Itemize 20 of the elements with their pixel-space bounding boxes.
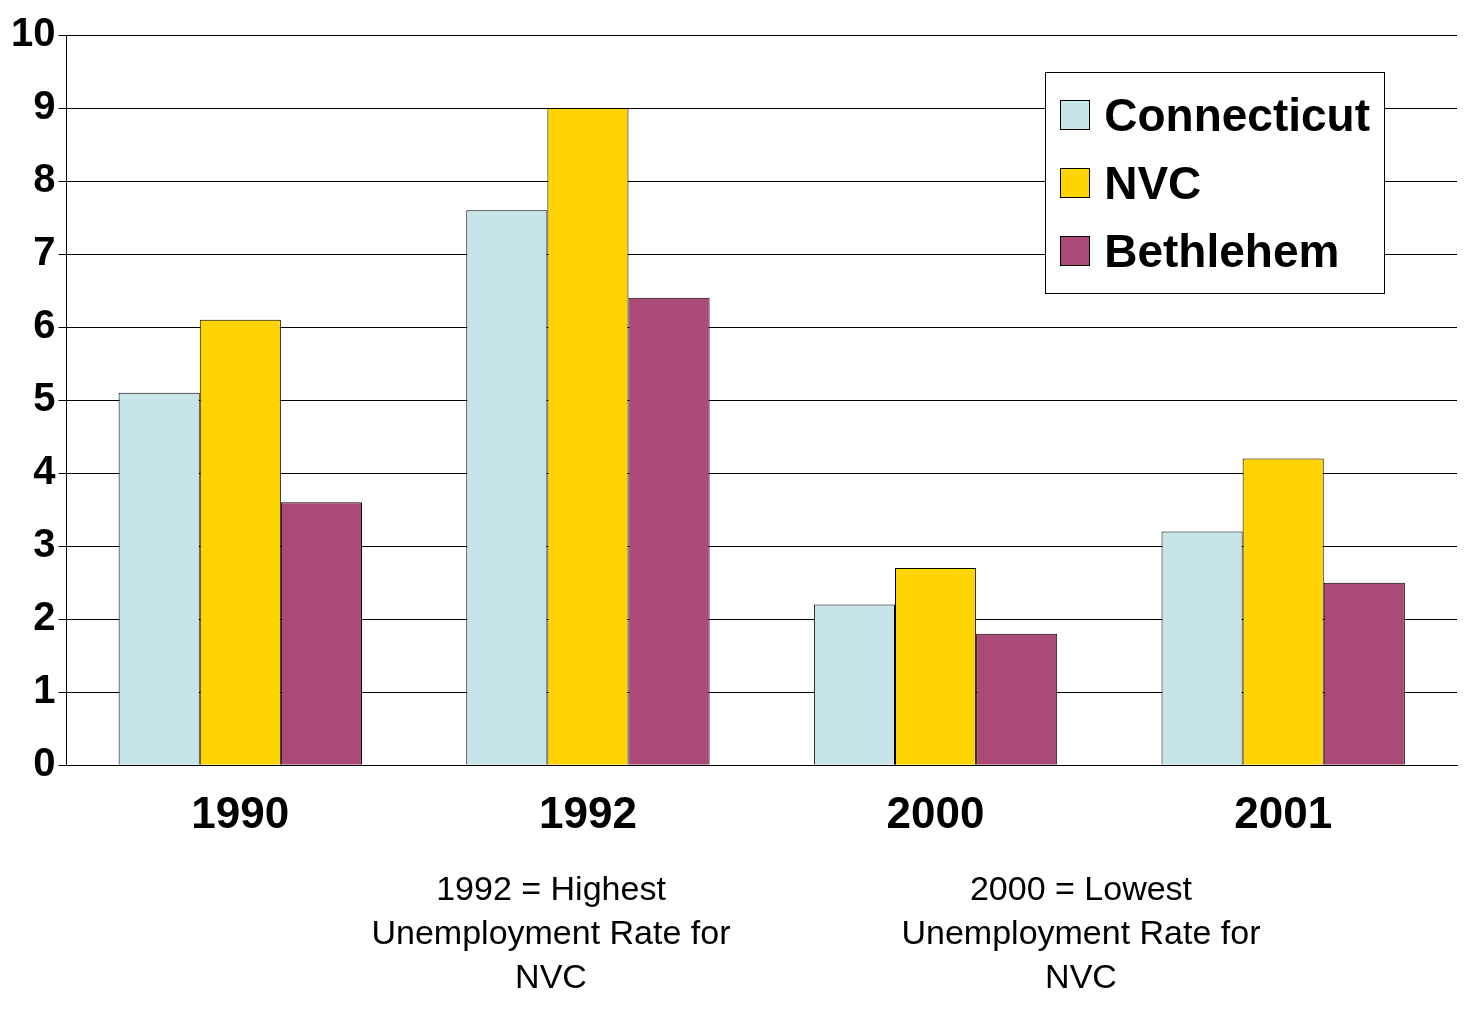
legend-label: Connecticut bbox=[1104, 88, 1370, 143]
legend-label: NVC bbox=[1104, 156, 1202, 211]
text: 1992 = Highest Unemployment Rate for NVC bbox=[370, 868, 732, 997]
x-tick-label: 2001 bbox=[1234, 787, 1333, 837]
y-tick-label: 4 bbox=[33, 448, 57, 493]
y-tick-label: 8 bbox=[33, 156, 56, 201]
y-tick-label: 9 bbox=[33, 83, 56, 128]
y-tick-label: 0 bbox=[33, 740, 56, 785]
y-tick-label: 2 bbox=[33, 594, 56, 639]
y-tick-label: 1 bbox=[33, 667, 56, 712]
legend-label: Bethlehem bbox=[1104, 224, 1340, 279]
text: 2000 = Lowest Unemployment Rate for NVC bbox=[900, 868, 1262, 997]
x-tick-label: 2000 bbox=[886, 787, 985, 837]
x-tick-label: 1992 bbox=[538, 787, 637, 837]
y-tick-label: 5 bbox=[33, 375, 56, 420]
y-tick-label: 7 bbox=[33, 229, 56, 274]
x-tick-label: 1990 bbox=[191, 787, 290, 837]
y-tick-label: 3 bbox=[33, 521, 56, 566]
y-tick-label: 6 bbox=[33, 302, 56, 347]
y-tick-label: 10 bbox=[10, 10, 56, 55]
